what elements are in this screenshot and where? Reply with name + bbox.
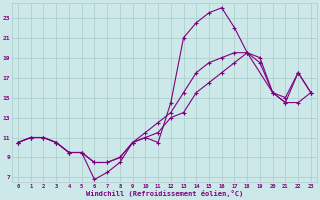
X-axis label: Windchill (Refroidissement éolien,°C): Windchill (Refroidissement éolien,°C) [86,190,243,197]
